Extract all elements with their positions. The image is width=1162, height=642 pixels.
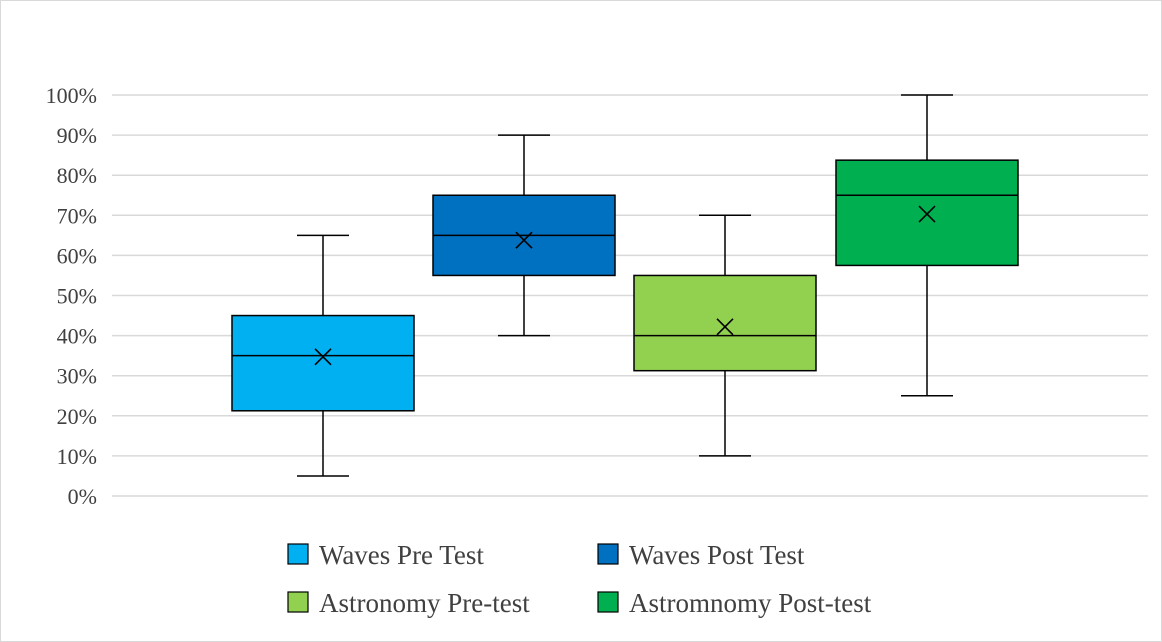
iqr-box (231, 314, 415, 412)
box-2 (432, 134, 616, 337)
mean-marker-stroke (918, 205, 936, 223)
y-tick-label: 30% (57, 364, 97, 389)
legend-label: Waves Pre Test (319, 540, 484, 570)
box-1 (231, 234, 415, 477)
legend-item: Waves Pre Test (287, 540, 484, 570)
mean-marker-stroke (314, 348, 332, 366)
y-tick-label: 90% (57, 123, 97, 148)
y-tick-label: 40% (57, 324, 97, 349)
legend-swatch (287, 543, 309, 565)
mean-marker (515, 231, 533, 249)
legend: Waves Pre Test Waves Post Test Astronomy P… (287, 540, 872, 618)
gridlines (112, 94, 1148, 497)
y-tick-label: 70% (57, 203, 97, 228)
legend-swatch (597, 543, 619, 565)
mean-marker (716, 318, 734, 336)
legend-item: Astromnomy Post-test (597, 588, 872, 618)
legend-item: Waves Post Test (597, 540, 805, 570)
plot-area (231, 94, 1019, 477)
y-tick-label: 0% (68, 484, 97, 509)
y-tick-label: 100% (46, 83, 97, 108)
y-axis: 0% 10% 20% 30% 40% 50% 60% 70% 80% 90% 100% (46, 83, 97, 509)
iqr-box (633, 274, 817, 372)
legend-swatch (597, 591, 619, 613)
box-3 (633, 214, 817, 457)
mean-marker-stroke (716, 318, 734, 336)
legend-label: Astromnomy Post-test (629, 588, 872, 618)
y-tick-label: 80% (57, 163, 97, 188)
mean-marker (314, 348, 332, 366)
legend-item: Astronomy Pre-test (287, 588, 530, 618)
legend-swatch (287, 591, 309, 613)
legend-label: Waves Post Test (629, 540, 805, 570)
mean-marker (918, 205, 936, 223)
iqr-box (835, 159, 1019, 267)
y-tick-label: 50% (57, 284, 97, 309)
y-tick-label: 60% (57, 243, 97, 268)
y-tick-label: 10% (57, 444, 97, 469)
legend-label: Astronomy Pre-test (319, 588, 530, 618)
y-tick-label: 20% (57, 404, 97, 429)
box-4 (835, 94, 1019, 397)
mean-marker-stroke (515, 231, 533, 249)
